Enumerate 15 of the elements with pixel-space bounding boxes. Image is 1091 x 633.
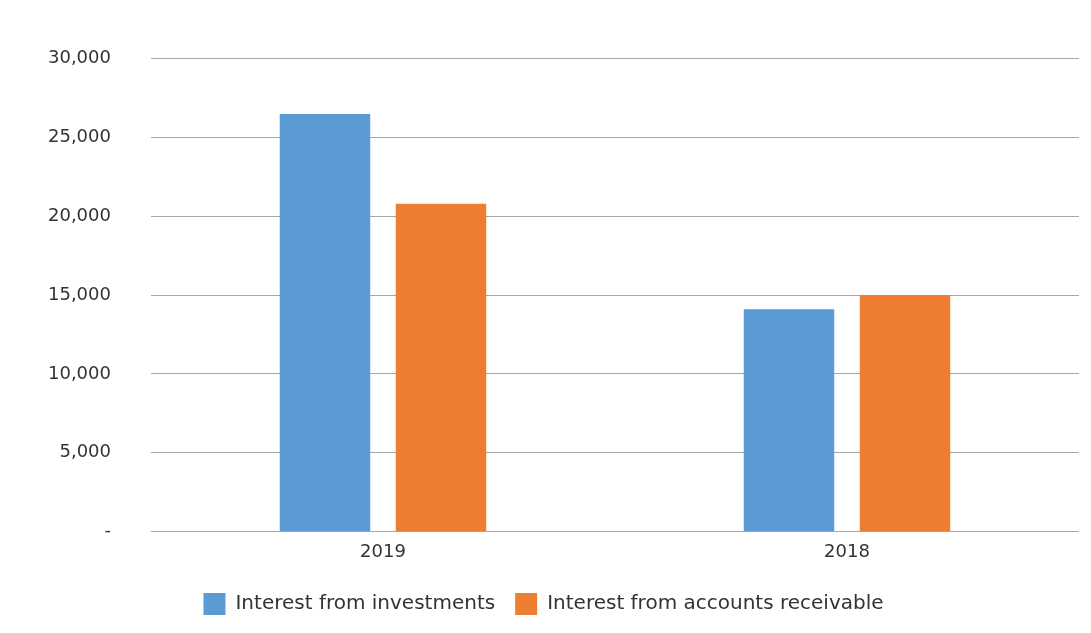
y-tick-label: 25,000 — [48, 125, 111, 147]
y-tick-label: 5,000 — [59, 440, 111, 462]
y-tick-label: 15,000 — [48, 282, 111, 304]
y-tick-label: - — [104, 519, 111, 541]
y-tick-label: 10,000 — [48, 361, 111, 383]
x-tick-label: 2019 — [360, 539, 406, 561]
bar — [859, 295, 951, 531]
bar — [743, 309, 835, 531]
legend-label: Interest from accounts receivable — [547, 590, 884, 615]
bar — [395, 203, 487, 531]
bar — [279, 113, 371, 531]
x-tick-label: 2018 — [824, 539, 870, 561]
legend-label: Interest from investments — [235, 590, 496, 615]
y-tick-label: 30,000 — [48, 46, 111, 68]
y-tick-label: 20,000 — [48, 204, 111, 226]
